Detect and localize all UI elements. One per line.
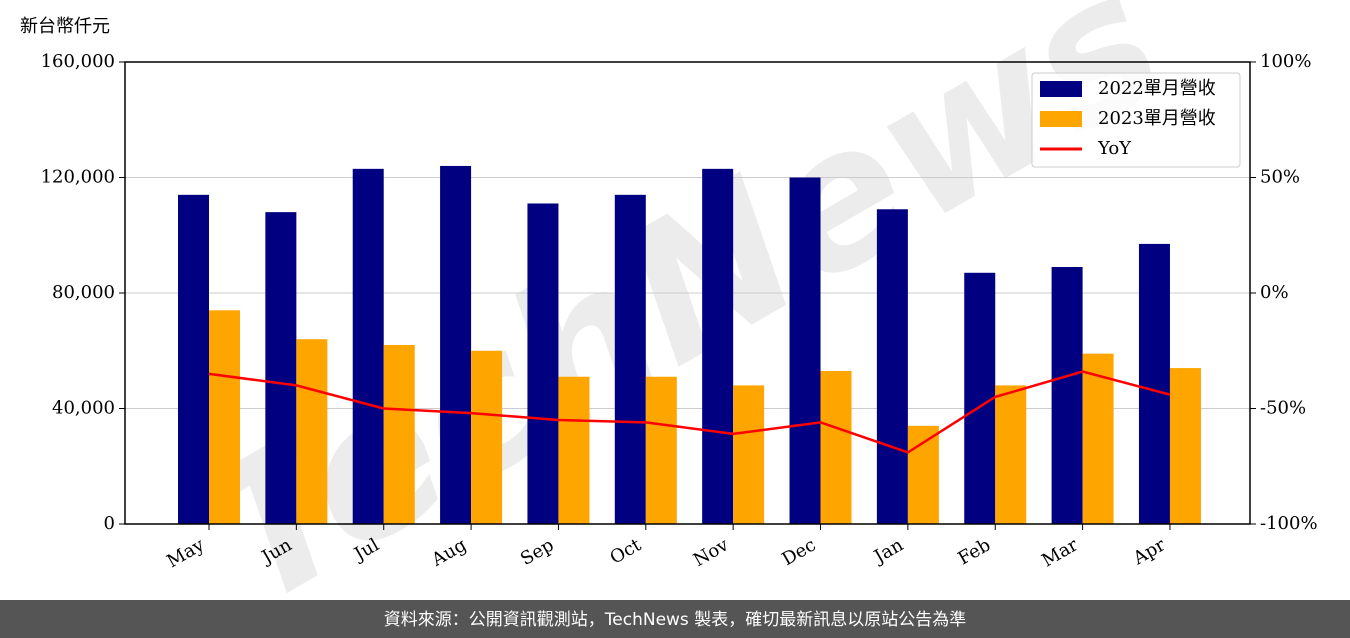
legend-box bbox=[1031, 72, 1241, 168]
x-tick-label: Apr bbox=[1129, 534, 1169, 569]
legend-label: YoY bbox=[1097, 138, 1132, 159]
x-tick-label: Dec bbox=[779, 534, 820, 570]
bar bbox=[527, 203, 559, 525]
bar bbox=[383, 344, 415, 524]
y-tick-label: 120,000 bbox=[41, 167, 115, 188]
y2-tick-label: 0% bbox=[1260, 282, 1289, 303]
x-tick-label: Sep bbox=[517, 534, 557, 569]
bar bbox=[209, 310, 240, 524]
bar bbox=[1138, 243, 1170, 524]
bar bbox=[789, 177, 821, 524]
bar bbox=[614, 194, 646, 524]
line bbox=[208, 370, 1171, 454]
x-tick-label: Jan bbox=[869, 534, 907, 568]
bar bbox=[645, 376, 677, 524]
bar bbox=[1082, 353, 1114, 524]
x-tick-label: Mar bbox=[1038, 534, 1082, 571]
legend-label: 2022單月營收 bbox=[1098, 78, 1216, 99]
bar bbox=[876, 209, 908, 524]
bar bbox=[178, 194, 209, 524]
bar bbox=[964, 272, 996, 524]
bar bbox=[907, 425, 939, 524]
bar bbox=[1169, 368, 1201, 524]
bar bbox=[820, 370, 852, 524]
y-tick-label: 0 bbox=[104, 513, 115, 534]
y-axis-label: 新台幣仟元 bbox=[20, 16, 110, 37]
legend-label: 2023單月營收 bbox=[1098, 108, 1216, 129]
bar bbox=[733, 385, 765, 524]
bar bbox=[995, 385, 1027, 524]
y2-tick-label: 100% bbox=[1260, 51, 1311, 72]
x-tick-label: Nov bbox=[690, 534, 733, 571]
y2-tick-label: -50% bbox=[1260, 398, 1306, 419]
y-tick-label: 40,000 bbox=[52, 398, 115, 419]
bar bbox=[296, 339, 328, 524]
y2-tick-label: 50% bbox=[1260, 167, 1300, 188]
y-tick-label: 80,000 bbox=[52, 282, 115, 303]
legend-swatch bbox=[1040, 111, 1082, 127]
bar bbox=[558, 376, 590, 524]
bar bbox=[702, 168, 734, 524]
source-note: 資料來源：公開資訊觀測站，TechNews 製表，確切最新訊息以原站公告為準 bbox=[384, 610, 966, 630]
plot-frame bbox=[124, 61, 1251, 525]
x-tick-label: May bbox=[163, 534, 208, 572]
bar bbox=[352, 168, 384, 524]
bar bbox=[471, 350, 503, 524]
bar bbox=[1051, 267, 1083, 524]
y2-tick-label: -100% bbox=[1260, 513, 1318, 534]
bar bbox=[440, 165, 472, 524]
bar bbox=[265, 212, 297, 524]
y-tick-label: 160,000 bbox=[41, 51, 115, 72]
x-tick-label: Oct bbox=[607, 534, 646, 569]
footer-band bbox=[0, 600, 1350, 638]
x-tick-label: Feb bbox=[955, 534, 995, 569]
legend-swatch bbox=[1040, 81, 1082, 97]
